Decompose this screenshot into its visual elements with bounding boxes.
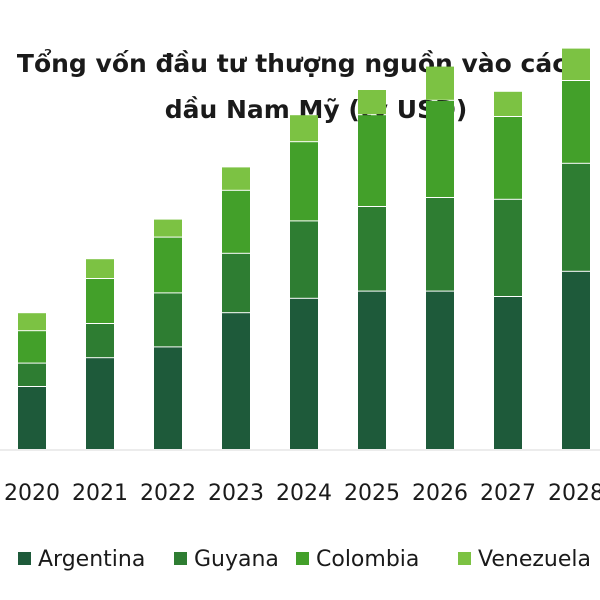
x-axis-ticks: 2020 2021 2022 2023 2024 2025 2026 2027 2028 xyxy=(4,481,600,506)
bar-segment-argentina-2022 xyxy=(154,347,182,449)
bar-segment-venezuela-2024 xyxy=(290,115,318,142)
bar-segment-colombia-2021 xyxy=(86,279,114,323)
bar-segment-colombia-2025 xyxy=(358,115,386,206)
bar-segment-colombia-2026 xyxy=(426,100,454,197)
bar-segment-guyana-2024 xyxy=(290,221,318,298)
bar-segment-colombia-2020 xyxy=(18,331,46,363)
x-tick-label-2021: 2021 xyxy=(72,481,128,506)
bar-segment-guyana-2027 xyxy=(494,199,522,296)
x-tick-label-2028: 2028 xyxy=(548,481,600,506)
bar-segment-venezuela-2023 xyxy=(222,167,250,190)
bar-segment-venezuela-2025 xyxy=(358,90,386,115)
x-tick-label-2026: 2026 xyxy=(412,481,468,506)
legend-swatch-venezuela xyxy=(458,552,471,565)
bar-segment-guyana-2020 xyxy=(18,363,46,386)
bar-segment-colombia-2028 xyxy=(562,81,590,163)
bar-segment-argentina-2021 xyxy=(86,358,114,449)
bar-segment-argentina-2026 xyxy=(426,291,454,449)
bar-segment-guyana-2023 xyxy=(222,253,250,313)
bar-segment-venezuela-2026 xyxy=(426,66,454,100)
legend-swatch-colombia xyxy=(296,552,309,565)
bar-segment-guyana-2026 xyxy=(426,198,454,291)
legend-label-guyana: Guyana xyxy=(194,547,279,572)
x-tick-label-2020: 2020 xyxy=(4,481,60,506)
legend-swatch-guyana xyxy=(174,552,187,565)
bar-segment-argentina-2025 xyxy=(358,291,386,449)
bar-segment-guyana-2028 xyxy=(562,163,590,271)
bar-segment-guyana-2022 xyxy=(154,293,182,347)
bar-segment-argentina-2023 xyxy=(222,313,250,449)
bar-segment-argentina-2020 xyxy=(18,387,46,449)
bar-segment-colombia-2023 xyxy=(222,190,250,253)
bar-segment-venezuela-2022 xyxy=(154,219,182,237)
bar-segment-argentina-2027 xyxy=(494,297,522,449)
bar-segment-argentina-2028 xyxy=(562,271,590,449)
bar-segment-guyana-2021 xyxy=(86,324,114,358)
legend-swatch-argentina xyxy=(18,552,31,565)
bar-segment-colombia-2024 xyxy=(290,142,318,221)
x-tick-label-2022: 2022 xyxy=(140,481,196,506)
bar-segment-colombia-2027 xyxy=(494,117,522,199)
bar-segment-venezuela-2021 xyxy=(86,259,114,278)
legend-label-argentina: Argentina xyxy=(38,547,145,572)
bar-segment-venezuela-2028 xyxy=(562,48,590,80)
x-tick-label-2024: 2024 xyxy=(276,481,332,506)
bar-segment-venezuela-2020 xyxy=(18,313,46,331)
bar-segment-venezuela-2027 xyxy=(494,91,522,116)
legend: Argentina Guyana Colombia Venezuela xyxy=(18,547,591,572)
bars-layer xyxy=(18,48,590,449)
chart-title-line-1: Tổng vốn đầu tư thượng nguồn vào các xyxy=(17,48,567,78)
legend-label-venezuela: Venezuela xyxy=(478,547,591,572)
bar-segment-colombia-2022 xyxy=(154,237,182,293)
legend-label-colombia: Colombia xyxy=(316,547,419,572)
x-tick-label-2027: 2027 xyxy=(480,481,536,506)
x-tick-label-2023: 2023 xyxy=(208,481,264,506)
x-tick-label-2025: 2025 xyxy=(344,481,400,506)
bar-segment-argentina-2024 xyxy=(290,298,318,449)
bar-segment-guyana-2025 xyxy=(358,207,386,291)
